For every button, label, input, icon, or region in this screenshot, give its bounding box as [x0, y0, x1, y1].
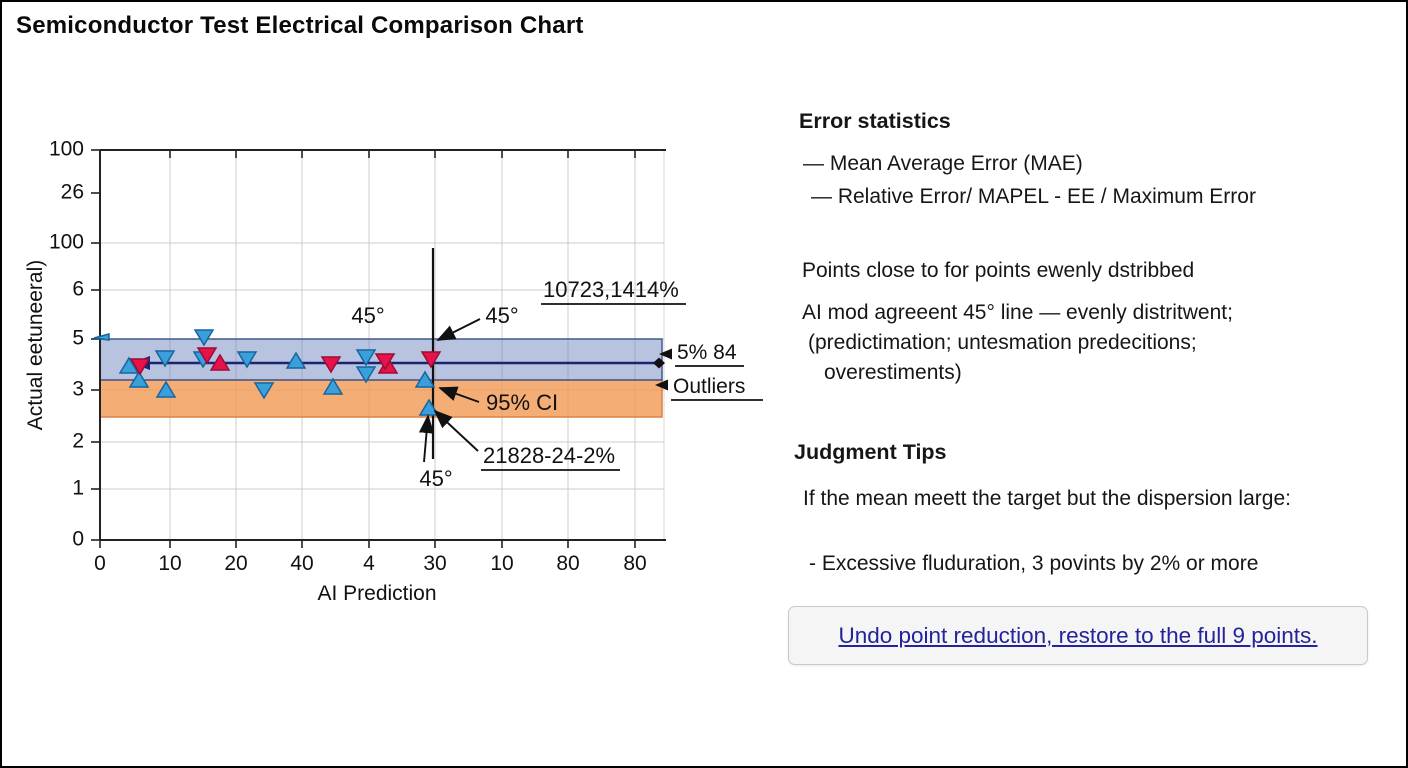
- error-stat-relative: — Relative Error/ MAPEL - EE / Maximum E…: [811, 185, 1256, 208]
- scatter-point-blue-up: [285, 351, 307, 369]
- scatter-point-red-down: [374, 353, 396, 371]
- scatter-point-red-down: [320, 356, 342, 374]
- annotation-arrow: [418, 414, 435, 463]
- scatter-point-blue-down: [253, 382, 275, 400]
- scatter-point-blue-down: [236, 351, 258, 369]
- undo-button-label: Undo point reduction, restore to the ful…: [838, 622, 1318, 648]
- scatter-point-blue-up: [322, 377, 344, 395]
- y-tick-label: 100: [49, 138, 84, 161]
- notes-line-1: Points close to for points ewenly dstrib…: [802, 259, 1195, 282]
- x-tick-label: 80: [556, 552, 579, 575]
- y-tick-labels: 100 26 100 6 5 3 2 1 0: [49, 138, 84, 551]
- x-tick-label: 40: [290, 552, 313, 575]
- error-statistics-heading: Error statistics: [799, 109, 951, 133]
- x-tick-label: 0: [94, 552, 106, 575]
- chart-annotation: 10723,1414%: [543, 277, 679, 302]
- scatter-point-red-down: [129, 358, 151, 376]
- edge-left-arrow-marker: [655, 379, 668, 391]
- orange-band: [99, 379, 663, 418]
- y-tick-label: 100: [49, 231, 84, 254]
- scatter-point-blue-down: [193, 329, 215, 347]
- chart-annotation: 45°: [419, 466, 452, 491]
- scatter-dash-marker: [93, 333, 110, 341]
- chart-annotation: 21828-24-2%: [483, 443, 615, 468]
- x-tick-label: 20: [224, 552, 247, 575]
- chart-annotation: 95% CI: [486, 390, 558, 415]
- y-tick-label: 1: [72, 477, 84, 500]
- y-tick-label: 26: [61, 181, 84, 204]
- x-tick-label: 30: [423, 552, 446, 575]
- annotation-arrow: [433, 409, 479, 452]
- edge-diamond-marker: [653, 357, 665, 369]
- annotation-arrow: [436, 318, 481, 341]
- notes-line-3: (predictimation; untesmation predecition…: [808, 331, 1197, 354]
- scatter-point-blue-down: [355, 366, 377, 384]
- judgment-line-2: - Excessive fluduration, 3 povints by 2%…: [809, 552, 1259, 575]
- scatter-point-red-up: [209, 353, 231, 371]
- chart-annotation: 5% 84: [677, 341, 737, 364]
- scatter-point-blue-down: [154, 350, 176, 368]
- notes-line-4: overestiments): [824, 361, 962, 384]
- chart-annotation: Outliers: [673, 375, 745, 398]
- data-points: [93, 329, 442, 416]
- chart-annotations: 45° 45° 10723,1414% 95% CI 21828-24-2% 45° 5% …: [351, 277, 763, 491]
- x-tick-label: 4: [363, 552, 375, 575]
- annotation-arrow: [438, 386, 480, 403]
- scatter-point-blue-down: [355, 349, 377, 367]
- edge-left-arrow-marker: [659, 348, 672, 360]
- x-tick-label: 80: [623, 552, 646, 575]
- scatter-point-blue-up: [155, 380, 177, 398]
- annotation-arrows: [418, 318, 481, 463]
- axes: [99, 149, 666, 541]
- chart-annotation: 45°: [485, 303, 518, 328]
- judgment-line-1: If the mean meett the target but the dis…: [803, 487, 1291, 510]
- y-tick-label: 3: [72, 378, 84, 401]
- x-axis-title: AI Prediction: [317, 582, 436, 605]
- notes-line-2: AI mod agreeent 45° line — evenly distri…: [802, 301, 1233, 324]
- error-stat-mae: — Mean Average Error (MAE): [803, 152, 1083, 175]
- scatter-point-blue-up: [118, 356, 140, 374]
- y-tick-label: 5: [72, 327, 84, 350]
- x-tick-labels: 0 10 20 40 4 30 10 80 80: [94, 552, 647, 575]
- y-tick-label: 2: [72, 430, 84, 453]
- scatter-point-red-down: [420, 351, 442, 369]
- judgment-tips-heading: Judgment Tips: [794, 440, 947, 464]
- undo-point-reduction-button[interactable]: Undo point reduction, restore to the ful…: [788, 606, 1368, 665]
- scatter-point-red-down: [196, 347, 218, 365]
- x-tick-label: 10: [490, 552, 513, 575]
- x-tick-label: 10: [158, 552, 181, 575]
- chart-annotation: 45°: [351, 303, 384, 328]
- scatter-point-blue-up: [128, 370, 150, 388]
- page-title: Semiconductor Test Electrical Comparison…: [16, 12, 584, 39]
- scatter-point-blue-up: [414, 370, 436, 388]
- y-axis-title: Actual eetuneeral): [24, 260, 47, 430]
- y-tick-label: 0: [72, 528, 84, 551]
- y-tick-label: 6: [72, 278, 84, 301]
